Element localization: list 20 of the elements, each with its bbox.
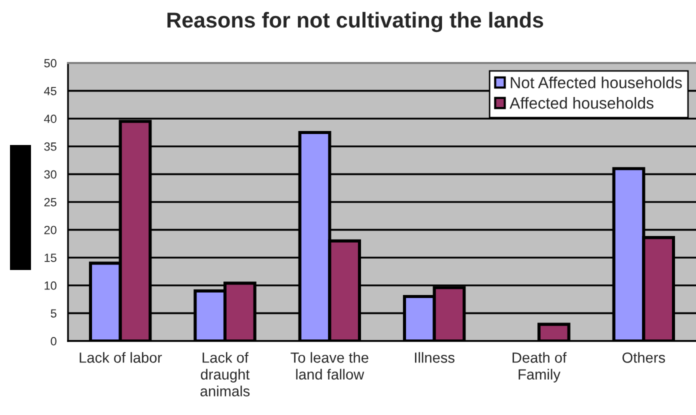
y-tick-label: 25 (44, 198, 56, 206)
x-tick-label: Illness (415, 352, 454, 363)
legend-label: Not Affected households (510, 76, 682, 88)
x-tick-label: Lack of draught animals (200, 352, 250, 396)
x-tick-label: Others (622, 352, 666, 363)
y-tick-label: 15 (44, 254, 56, 262)
y-tick-label: 0 (50, 337, 56, 346)
y-tick-label: 35 (44, 142, 56, 151)
y-tick-label: 45 (44, 86, 56, 96)
y-tick-label: 5 (50, 309, 56, 318)
x-tick-label: To leave the land fallow (290, 352, 368, 380)
y-tick-label: 50 (44, 59, 56, 68)
y-tick-label: 10 (44, 281, 56, 290)
y-tick-label: 20 (44, 226, 56, 234)
y-tick-label: 40 (44, 114, 56, 123)
y-tick-label: 30 (44, 170, 56, 179)
chart-title: Reasons for not cultivating the lands (167, 12, 544, 32)
x-tick-label: Death of Family (512, 352, 567, 382)
legend-label: Affected households (510, 97, 654, 109)
x-tick-label: Lack of labor (80, 352, 162, 363)
